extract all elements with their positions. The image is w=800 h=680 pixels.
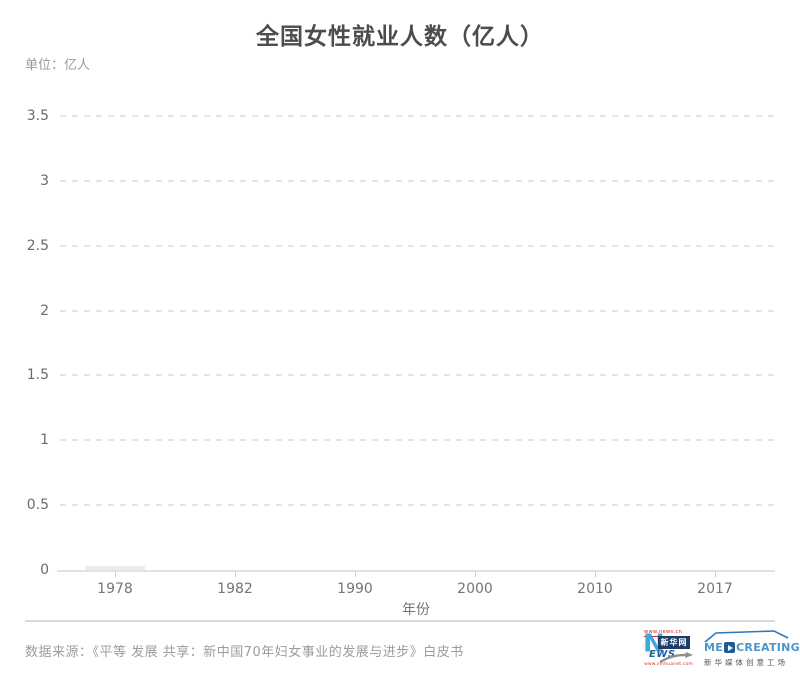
x-tick-label: 2000 xyxy=(457,581,493,597)
xinhua-ews-text: EWS xyxy=(649,649,676,660)
x-tick-label: 2010 xyxy=(577,581,613,597)
y-tick-label: 3 xyxy=(40,172,49,189)
x-axis-tick xyxy=(115,572,116,577)
x-axis-tick xyxy=(355,572,356,577)
x-tick-label: 2017 xyxy=(697,581,733,597)
gridline xyxy=(60,504,775,507)
data-source-text: 数据来源：《平等 发展 共享：新中国70年妇女事业的发展与进步》白皮书 xyxy=(25,645,464,660)
y-tick-label: 1.5 xyxy=(26,367,49,384)
gridline xyxy=(60,244,775,247)
medcreating-wordmark: ME CREATING xyxy=(704,641,800,654)
y-tick-label: 2.5 xyxy=(26,237,49,254)
x-axis-title: 年份 xyxy=(402,602,430,618)
x-axis-line xyxy=(57,570,775,572)
y-tick-label: 1 xyxy=(40,432,49,449)
x-axis-tick xyxy=(475,572,476,577)
xinhua-news-logo: www.news.cn N 新华网 EWS www.xinhuanet.com xyxy=(643,628,697,668)
x-tick-label: 1978 xyxy=(97,581,133,597)
play-icon xyxy=(727,644,733,651)
chart-title: 全国女性就业人数（亿人） xyxy=(256,24,544,50)
x-tick-label: 1982 xyxy=(217,581,253,597)
medcreating-me-text: ME xyxy=(704,641,724,654)
roof-icon xyxy=(704,628,790,647)
xinhua-brand-box: 新华网 xyxy=(658,636,690,649)
footer-logos: www.news.cn N 新华网 EWS www.xinhuanet.com … xyxy=(643,628,800,668)
xinhua-url-bottom: www.xinhuanet.com xyxy=(644,662,694,667)
y-tick-label: 2 xyxy=(40,302,49,319)
medcreating-subtitle: 新华媒体创意工场 xyxy=(704,658,788,667)
swoosh-icon xyxy=(659,649,693,668)
gridline xyxy=(60,309,775,312)
x-tick-label: 1990 xyxy=(337,581,373,597)
x-axis-tick xyxy=(715,572,716,577)
footer-divider xyxy=(25,620,775,622)
y-tick-label: 0.5 xyxy=(26,497,49,514)
medcreating-logo: ME CREATING 新华媒体创意工场 xyxy=(702,628,800,668)
medcreating-creating-text: CREATING xyxy=(736,641,800,654)
x-axis-tick xyxy=(235,572,236,577)
gridline xyxy=(60,374,775,377)
bar-1978 xyxy=(85,566,145,570)
gridline xyxy=(60,439,775,442)
x-axis-tick xyxy=(595,572,596,577)
gridline xyxy=(60,115,775,117)
gridline xyxy=(60,179,775,182)
y-tick-label: 0 xyxy=(40,562,49,578)
medcreating-d-box xyxy=(724,642,736,653)
y-tick-label: 3.5 xyxy=(26,108,49,124)
unit-label: 单位：亿人 xyxy=(25,58,91,73)
